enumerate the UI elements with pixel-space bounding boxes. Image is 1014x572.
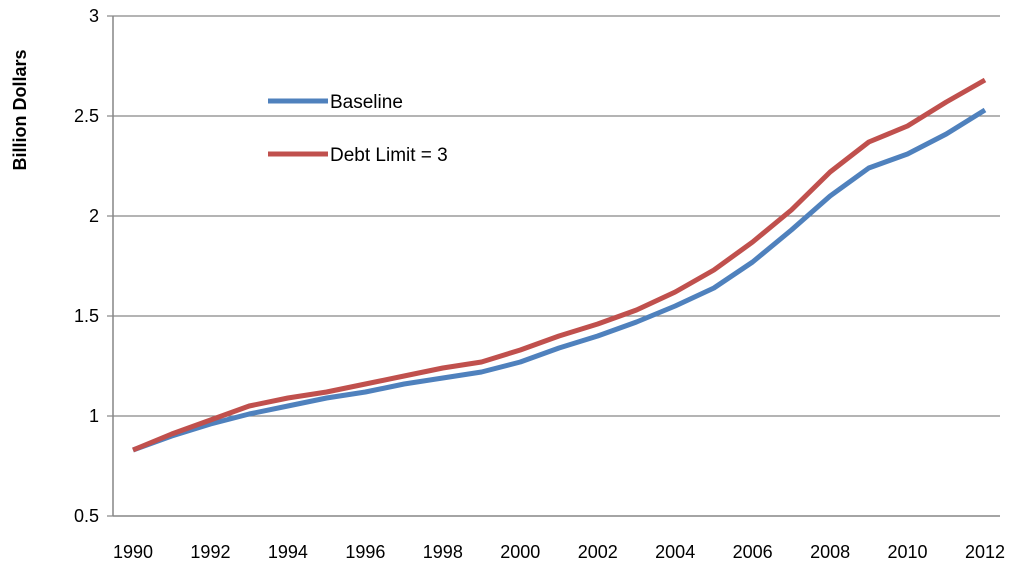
x-tick-label: 2010 (888, 542, 928, 562)
y-tick-label: 1 (89, 406, 99, 426)
x-tick-label: 2012 (965, 542, 1005, 562)
legend: Baseline Debt Limit = 3 (268, 92, 448, 166)
x-tick-label: 2000 (500, 542, 540, 562)
y-tick-label: 2.5 (74, 106, 99, 126)
legend-label: Debt Limit = 3 (330, 145, 448, 166)
x-tick-label: 1996 (345, 542, 385, 562)
x-tick-label: 2006 (733, 542, 773, 562)
x-tick-label: 1992 (190, 542, 230, 562)
series-line-baseline (132, 107, 987, 453)
y-tick-label: 1.5 (74, 306, 99, 326)
y-tick-labels: 0.5 1 1.5 2 2.5 3 (74, 6, 99, 526)
legend-label: Baseline (330, 92, 403, 113)
y-tick-label: 3 (89, 6, 99, 26)
axes (112, 16, 1000, 517)
series-line-debt-limit (132, 77, 987, 453)
x-tick-label: 1998 (423, 542, 463, 562)
gridlines (107, 15, 1000, 517)
x-tick-label: 2004 (655, 542, 695, 562)
y-tick-label: 2 (89, 206, 99, 226)
y-axis-title: Billion Dollars (10, 49, 30, 170)
x-tick-label: 2008 (810, 542, 850, 562)
x-tick-label: 2002 (578, 542, 618, 562)
x-tick-label: 1994 (268, 542, 308, 562)
x-tick-label: 1990 (113, 542, 153, 562)
x-tick-labels: 1990 1992 1994 1996 1998 2000 2002 2004 2006 2008… (113, 542, 1005, 562)
series-lines (132, 77, 987, 453)
y-tick-label: 0.5 (74, 506, 99, 526)
